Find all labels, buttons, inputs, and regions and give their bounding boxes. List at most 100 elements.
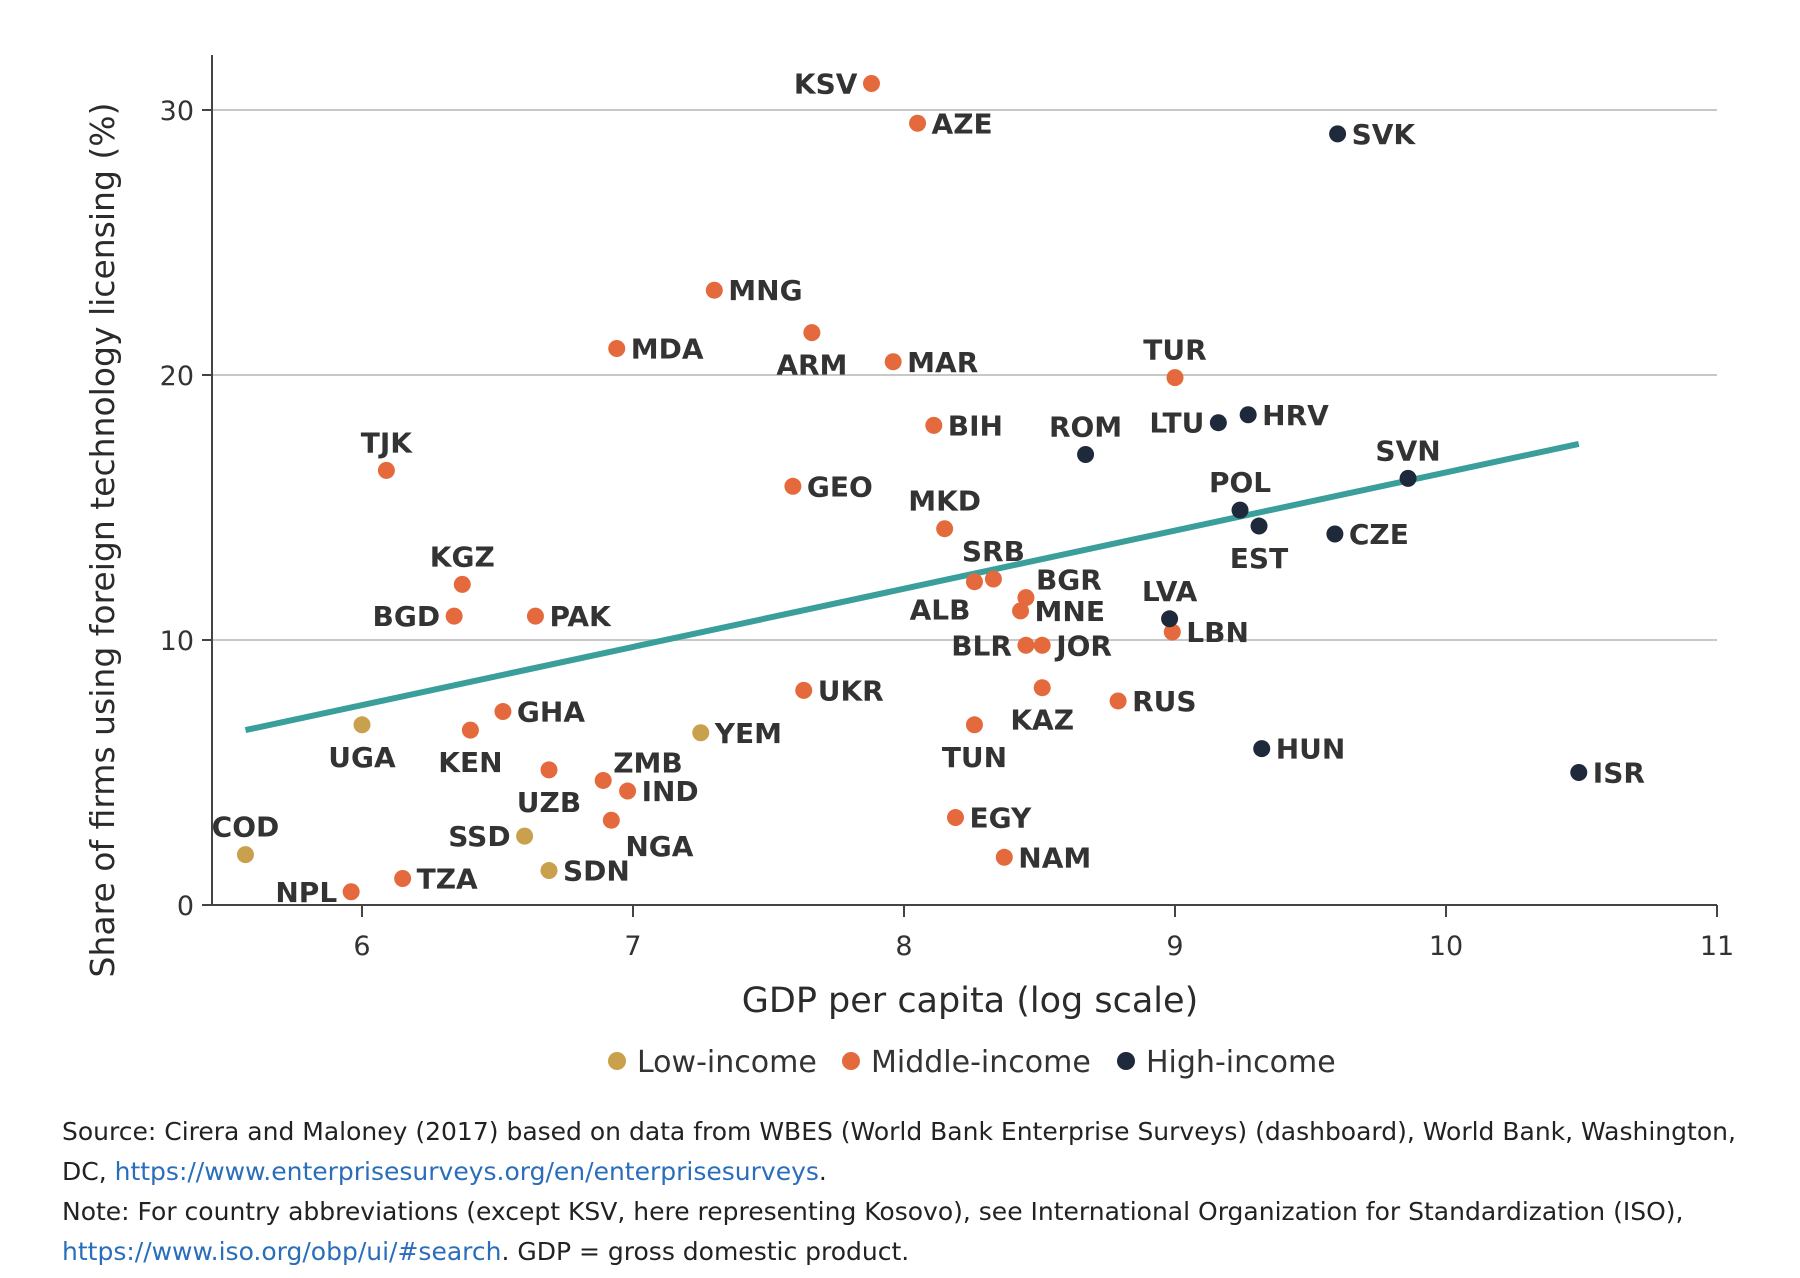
point-svk [1329, 125, 1347, 143]
point-label-est: EST [1230, 542, 1288, 575]
point-label-kaz: KAZ [1010, 704, 1074, 737]
point-geo [784, 477, 802, 495]
point-blr [1017, 636, 1035, 654]
point-label-gha: GHA [517, 696, 585, 729]
legend-label-high-income: High-income [1146, 1045, 1336, 1080]
legend-label-middle-income: Middle-income [871, 1045, 1091, 1080]
point-label-rom: ROM [1049, 411, 1122, 444]
chart-notes: Source: Cirera and Maloney (2017) based … [62, 1112, 1782, 1272]
point-tur [1166, 369, 1184, 387]
x-tick-label-10: 10 [1429, 931, 1463, 962]
point-label-isr: ISR [1593, 757, 1645, 790]
y-tick-label-10: 10 [160, 626, 194, 657]
point-kaz [1033, 679, 1051, 697]
point-label-kgz: KGZ [430, 540, 495, 573]
point-mkd [936, 520, 954, 538]
source-link[interactable]: https://www.enterprisesurveys.org/en/ent… [114, 1157, 819, 1186]
point-label-tun: TUN [942, 741, 1007, 774]
data-points: COD UGA SSD SDN YEM NPL TZA TJK KGZ BGD KEN GHA PAK U… [212, 68, 1645, 909]
point-tjk [377, 461, 395, 479]
point-bih [925, 416, 943, 434]
x-tick-label-8: 8 [895, 931, 912, 962]
note-text: Note: For country abbreviations (except … [62, 1197, 1684, 1226]
trendline-group [244, 440, 1580, 734]
point-label-pak: PAK [549, 600, 612, 633]
point-label-blr: BLR [951, 629, 1012, 662]
point-label-mne: MNE [1035, 595, 1105, 628]
point-label-jor: JOR [1054, 629, 1112, 662]
legend: Low-income Middle-income High-income [608, 1045, 1336, 1080]
point-rus [1109, 692, 1127, 710]
point-ukr [795, 681, 813, 699]
point-uga [353, 716, 371, 734]
point-label-egy: EGY [969, 802, 1031, 835]
point-alb [965, 573, 983, 591]
point-hun [1253, 740, 1271, 758]
point-lbn [1163, 623, 1181, 641]
point-label-nga: NGA [625, 830, 693, 863]
axes: 0 10 20 30 6 7 8 9 10 11 [160, 55, 1734, 962]
point-ksv [862, 75, 880, 92]
point-uzb [540, 761, 558, 779]
point-label-svn: SVN [1375, 434, 1440, 467]
point-label-tjk: TJK [361, 426, 414, 459]
legend-marker-low-income [608, 1052, 626, 1070]
point-egy [946, 809, 964, 827]
note-link[interactable]: https://www.iso.org/obp/ui/#search [62, 1237, 502, 1266]
point-est [1250, 517, 1268, 535]
point-yem [692, 724, 710, 742]
point-pak [526, 607, 544, 625]
point-label-mar: MAR [907, 346, 978, 379]
point-label-lbn: LBN [1186, 616, 1249, 649]
point-gha [494, 703, 512, 721]
point-bgr [1017, 589, 1035, 607]
point-cod [236, 846, 254, 864]
y-axis-title: Share of firms using foreign technology … [83, 103, 122, 978]
point-hrv [1239, 406, 1257, 424]
point-label-hrv: HRV [1262, 399, 1329, 432]
point-label-ltu: LTU [1149, 407, 1204, 440]
source-text: Source: Cirera and Maloney (2017) based … [62, 1117, 1736, 1186]
trendline [244, 440, 1580, 734]
point-pol [1231, 501, 1249, 519]
x-tick-label-6: 6 [353, 931, 370, 962]
point-npl [342, 883, 360, 901]
point-sdn [540, 862, 558, 880]
point-aze [909, 114, 927, 132]
point-label-cze: CZE [1349, 518, 1409, 551]
legend-marker-middle-income [842, 1052, 860, 1070]
point-arm [803, 324, 821, 342]
point-label-rus: RUS [1132, 685, 1196, 718]
point-ind [619, 782, 637, 800]
y-tick-label-20: 20 [160, 361, 194, 392]
note-end: . GDP = gross domestic product. [501, 1237, 910, 1266]
point-nam [995, 848, 1013, 866]
point-lva [1161, 610, 1179, 628]
point-label-geo: GEO [807, 470, 873, 503]
point-label-yem: YEM [714, 717, 782, 750]
point-tza [394, 870, 412, 887]
point-mng [705, 281, 723, 299]
point-ssd [516, 827, 534, 845]
point-label-svk: SVK [1352, 118, 1417, 151]
point-label-uga: UGA [328, 741, 396, 774]
point-label-srb: SRB [962, 535, 1025, 568]
point-label-ken: KEN [438, 746, 502, 779]
source-end: . [818, 1157, 827, 1186]
point-label-tza: TZA [417, 863, 478, 896]
point-label-uzb: UZB [517, 786, 581, 819]
point-label-ukr: UKR [818, 674, 884, 707]
point-rom [1077, 446, 1095, 463]
x-axis-title: GDP per capita (log scale) [742, 981, 1198, 1021]
point-label-lva: LVA [1142, 575, 1198, 608]
point-label-mkd: MKD [908, 485, 981, 518]
point-label-cod: COD [212, 811, 280, 844]
point-ken [461, 721, 479, 739]
scatter-chart: 0 10 20 30 6 7 8 9 10 11 COD UGA SSD SDN YEM NPL TZA TJK… [83, 55, 1734, 1080]
point-mda [608, 340, 626, 357]
point-label-ksv: KSV [794, 68, 858, 101]
point-label-zmb: ZMB [613, 746, 683, 779]
point-label-bih: BIH [948, 409, 1003, 442]
point-label-mng: MNG [728, 274, 802, 307]
y-tick-label-0: 0 [177, 891, 194, 922]
